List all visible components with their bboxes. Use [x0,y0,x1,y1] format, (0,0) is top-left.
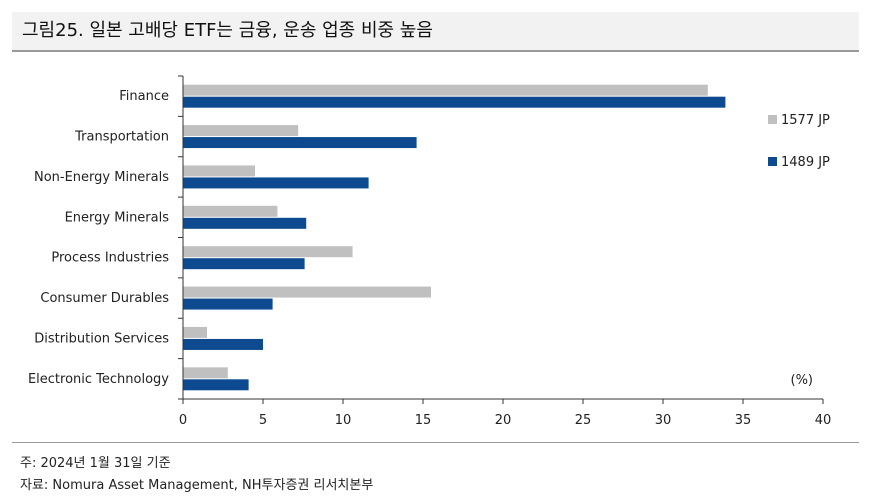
footer-divider [12,442,859,443]
bar-s2-0 [183,96,726,108]
x-tick-label: 5 [259,413,267,428]
bar-s2-4 [183,258,305,270]
x-tick-label: 15 [415,413,432,428]
unit-label: (%) [791,373,814,388]
source-note: 자료: Nomura Asset Management, NH투자증권 리서치본… [20,478,374,493]
x-tick-label: 25 [575,413,592,428]
bar-s1-5 [183,286,431,298]
category-label: Process Industries [51,251,169,266]
bar-s1-2 [183,165,255,177]
bar-s1-3 [183,205,278,217]
category-label: Transportation [74,130,169,145]
category-label: Distribution Services [34,331,169,346]
bar-s1-7 [183,367,228,379]
bar-s2-7 [183,379,249,391]
legend-swatch-1 [768,115,777,124]
x-tick-label: 40 [815,413,832,428]
x-tick-label: 35 [735,413,752,428]
bar-s2-1 [183,137,417,149]
bar-s1-1 [183,125,299,137]
bar-chart: Finance Transportation Non-Energy Minerals… [28,75,832,428]
chart-title: 그림25. 일본 고배당 ETF는 금융, 운송 업종 비중 높음 [22,20,433,41]
legend-label-2: 1489 JP [781,155,830,170]
x-tick-label: 30 [655,413,672,428]
category-label: Finance [119,89,169,104]
bar-s1-0 [183,84,708,96]
category-label: Electronic Technology [28,372,169,387]
bar-s2-5 [183,298,273,310]
date-note: 주: 2024년 1월 31일 기준 [20,456,171,471]
chart-container: Finance Transportation Non-Energy Minerals… [12,52,859,440]
x-tick-label: 0 [179,413,187,428]
bar-s2-2 [183,177,369,189]
x-tick-label: 10 [335,413,352,428]
bar-s2-6 [183,338,263,350]
category-label: Energy Minerals [65,210,170,225]
bar-s1-4 [183,246,353,258]
legend-swatch-2 [768,157,777,166]
title-bar: 그림25. 일본 고배당 ETF는 금융, 운송 업종 비중 높음 [12,12,859,52]
category-label: Non-Energy Minerals [34,170,169,185]
bar-s1-6 [183,326,207,338]
category-label: Consumer Durables [40,291,169,306]
legend-label-1: 1577 JP [781,113,830,128]
bar-s2-3 [183,217,307,229]
x-tick-label: 20 [495,413,512,428]
